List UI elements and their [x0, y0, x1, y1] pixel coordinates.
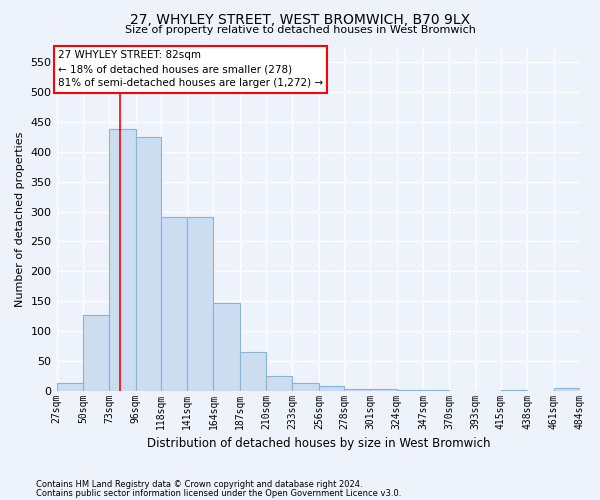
Bar — [292, 384, 319, 390]
Text: 27, WHYLEY STREET, WEST BROMWICH, B70 9LX: 27, WHYLEY STREET, WEST BROMWICH, B70 9L… — [130, 12, 470, 26]
Bar — [344, 389, 370, 390]
Bar — [240, 352, 266, 391]
Y-axis label: Number of detached properties: Number of detached properties — [15, 132, 25, 307]
Text: 27 WHYLEY STREET: 82sqm
← 18% of detached houses are smaller (278)
81% of semi-d: 27 WHYLEY STREET: 82sqm ← 18% of detache… — [58, 50, 323, 88]
X-axis label: Distribution of detached houses by size in West Bromwich: Distribution of detached houses by size … — [146, 437, 490, 450]
Text: Contains public sector information licensed under the Open Government Licence v3: Contains public sector information licen… — [36, 489, 401, 498]
Bar — [266, 376, 292, 390]
Bar — [83, 315, 109, 390]
Bar — [319, 386, 344, 390]
Bar — [109, 130, 136, 390]
Bar — [554, 388, 580, 390]
Bar — [214, 303, 240, 390]
Text: Contains HM Land Registry data © Crown copyright and database right 2024.: Contains HM Land Registry data © Crown c… — [36, 480, 362, 489]
Bar — [187, 217, 214, 390]
Text: Size of property relative to detached houses in West Bromwich: Size of property relative to detached ho… — [125, 25, 475, 35]
Bar — [56, 384, 83, 390]
Bar — [161, 217, 187, 390]
Bar — [136, 137, 161, 390]
